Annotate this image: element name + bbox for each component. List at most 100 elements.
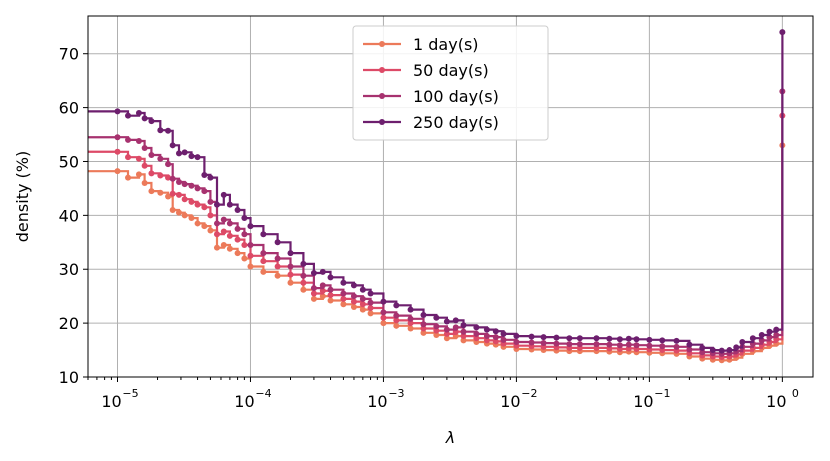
series-point: [513, 333, 520, 340]
series-point: [528, 333, 535, 340]
series-point: [241, 255, 248, 262]
series-point: [201, 171, 208, 178]
legend-item: 1 day(s): [363, 35, 479, 54]
series-point: [606, 341, 613, 348]
series-point: [420, 312, 427, 319]
series-point: [327, 274, 334, 281]
series-point: [350, 282, 357, 289]
series-point: [169, 142, 176, 149]
series-point: [274, 272, 281, 279]
x-tick-exponent: −3: [388, 387, 404, 400]
series-point: [576, 335, 583, 342]
series-point: [201, 188, 208, 195]
series-point: [407, 306, 414, 313]
series-point: [148, 118, 155, 125]
series-point: [247, 223, 254, 230]
series-point: [181, 196, 188, 203]
series-point: [340, 301, 347, 308]
series-point: [181, 181, 188, 188]
series-point: [327, 297, 334, 304]
series-point: [606, 335, 613, 342]
series-point: [473, 335, 480, 342]
series-point: [452, 317, 459, 324]
series-point: [359, 295, 366, 302]
series-point: [234, 206, 241, 213]
legend-swatch-marker: [379, 93, 385, 99]
series-point: [393, 317, 400, 324]
series-point: [367, 310, 374, 317]
series-point: [234, 236, 241, 243]
series-point: [659, 337, 666, 344]
series-point: [194, 185, 201, 192]
series-point: [327, 292, 334, 299]
series-point: [157, 189, 164, 196]
series-point: [367, 299, 374, 306]
series-point: [260, 258, 267, 265]
series-point: [234, 225, 241, 232]
series-point: [226, 245, 233, 252]
series-point: [141, 180, 148, 187]
series-point: [483, 326, 490, 333]
series-point: [300, 272, 307, 279]
series-point: [350, 303, 357, 310]
series-point: [319, 293, 326, 300]
legend-swatch-marker: [379, 67, 385, 73]
x-tick-label: 10: [101, 392, 121, 411]
x-tick-label: 10: [234, 392, 254, 411]
series-point: [367, 290, 374, 297]
series-point: [443, 335, 450, 342]
legend-item: 100 day(s): [363, 87, 499, 106]
series-point: [483, 337, 490, 344]
series-point: [300, 286, 307, 293]
y-tick-label: 20: [59, 314, 79, 333]
series-point: [540, 340, 547, 347]
series-point: [188, 153, 195, 160]
series-point: [460, 333, 467, 340]
legend-label: 100 day(s): [413, 87, 499, 106]
series-point: [247, 252, 254, 259]
series-point: [380, 320, 387, 327]
x-tick-label: 10: [500, 392, 520, 411]
series-point: [460, 337, 467, 344]
series-point: [125, 136, 132, 143]
series-point: [473, 324, 480, 331]
legend-box: [352, 25, 549, 141]
legend-swatch-marker: [379, 41, 385, 47]
series-point: [241, 241, 248, 248]
legend-item: 50 day(s): [363, 61, 489, 80]
series-point: [241, 215, 248, 222]
series-point: [157, 155, 164, 162]
series-point: [779, 29, 786, 36]
series-point: [350, 293, 357, 300]
series-point: [443, 330, 450, 337]
series-point: [718, 347, 725, 354]
series-point: [287, 263, 294, 270]
series-point: [114, 108, 121, 115]
series-point: [220, 228, 227, 235]
series-point: [141, 145, 148, 152]
series-point: [616, 342, 623, 349]
series-point: [513, 338, 520, 345]
series-point: [181, 212, 188, 219]
series-point: [234, 250, 241, 257]
series-point: [226, 220, 233, 227]
series-point: [758, 331, 765, 338]
series-point: [220, 191, 227, 198]
series-point: [443, 318, 450, 325]
series-point: [380, 314, 387, 321]
series-point: [367, 305, 374, 312]
series-point: [175, 191, 182, 198]
series-point: [201, 223, 208, 230]
series-point: [213, 220, 220, 227]
series-point: [241, 231, 248, 238]
series-point: [135, 171, 142, 178]
series-point: [114, 148, 121, 155]
legend-label: 1 day(s): [413, 35, 479, 54]
series-point: [393, 302, 400, 309]
series-point: [188, 215, 195, 222]
series-point: [340, 290, 347, 297]
series-point: [473, 330, 480, 337]
series-point: [340, 279, 347, 286]
series-point: [169, 206, 176, 213]
series-point: [194, 154, 201, 161]
